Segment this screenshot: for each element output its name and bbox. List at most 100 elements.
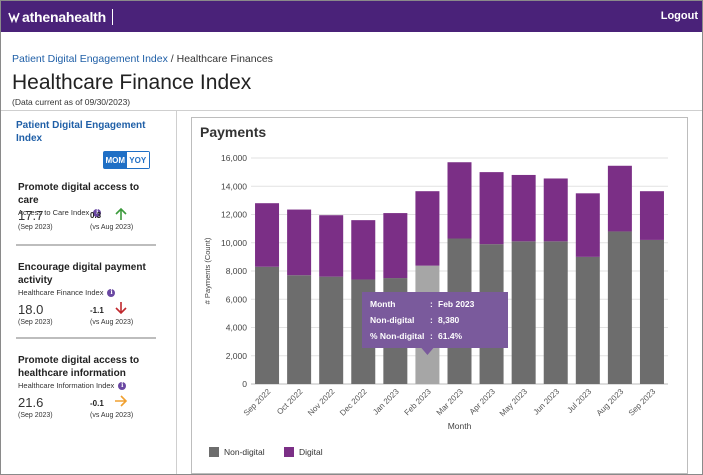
tooltip-month-colon: :	[430, 299, 433, 309]
bar-digital[interactable]	[575, 193, 600, 257]
bar-non-digital[interactable]	[319, 276, 344, 384]
bar-non-digital[interactable]	[639, 239, 664, 384]
y-tick-label: 16,000	[221, 153, 247, 163]
metric-subtitle: Healthcare Finance Index	[18, 288, 104, 297]
metric-change-date: (vs Aug 2023)	[90, 319, 134, 326]
bar-non-digital[interactable]	[575, 256, 600, 384]
tooltip-non-digital-colon: :	[430, 315, 433, 325]
y-tick-label: 4,000	[226, 323, 248, 333]
arrow-up-icon	[115, 207, 127, 220]
metric-separator	[16, 337, 156, 339]
bar-non-digital[interactable]	[607, 231, 632, 384]
y-tick-label: 8,000	[226, 266, 248, 276]
bar-digital[interactable]	[543, 178, 568, 242]
tooltip-pct-non-digital-value: 61.4%	[438, 331, 463, 341]
x-tick-label: Mar 2023	[435, 387, 466, 418]
legend-swatch-non-digital	[209, 447, 219, 457]
x-tick-label: May 2023	[498, 387, 530, 419]
bar-digital[interactable]	[607, 165, 632, 232]
metric-change: -1.1	[90, 306, 104, 315]
header-divider	[1, 110, 702, 111]
metric-subtitle-row: Healthcare Information Index i	[18, 381, 158, 390]
y-tick-label: 6,000	[226, 294, 248, 304]
brand-name: athenahealth	[22, 9, 106, 25]
metric-value: 21.6	[18, 395, 44, 410]
bar-digital[interactable]	[383, 213, 408, 279]
tooltip-pct-non-digital-colon: :	[430, 331, 433, 341]
arrow-right-icon	[115, 395, 128, 407]
bar-non-digital[interactable]	[255, 266, 280, 384]
bar-digital[interactable]	[447, 162, 472, 239]
legend-label-digital: Digital	[299, 447, 323, 457]
x-tick-label: Oct 2022	[275, 387, 305, 417]
bar-non-digital[interactable]	[511, 241, 536, 384]
metric-change-date: (vs Aug 2023)	[90, 224, 134, 231]
metric-value-date: (Sep 2023)	[18, 224, 53, 231]
brand-divider	[111, 9, 113, 25]
metric-subtitle: Access to Care Index	[18, 208, 90, 217]
brand-mark-icon	[8, 12, 20, 24]
metric-value: 18.0	[18, 302, 44, 317]
metric-healthcare-information: Promote digital access to healthcare inf…	[18, 354, 158, 424]
bar-digital[interactable]	[319, 215, 344, 277]
metric-value-date: (Sep 2023)	[18, 412, 53, 419]
info-icon[interactable]: i	[118, 381, 127, 390]
yoy-toggle-button[interactable]: YOY	[126, 152, 149, 168]
tooltip-month-label: Month	[370, 299, 396, 309]
y-tick-label: 2,000	[226, 351, 248, 361]
breadcrumb-current: Healthcare Finances	[176, 53, 273, 65]
metric-subtitle-row: Access to Care Index i	[18, 208, 158, 217]
panel-divider	[176, 111, 177, 474]
tooltip-pct-non-digital-label: % Non-digital	[370, 331, 424, 341]
metric-change-date: (vs Aug 2023)	[90, 412, 134, 419]
period-toggle: MOM YOY	[103, 151, 150, 169]
x-tick-label: Jun 2023	[532, 387, 562, 417]
bar-non-digital[interactable]	[543, 241, 568, 384]
y-tick-label: 0	[242, 379, 247, 389]
payments-chart: 0 2,000 4,000 6,000 8,000 10,000 12,000 14,000 1…	[203, 153, 668, 457]
data-currency-note: (Data current as of 09/30/2023)	[12, 97, 131, 107]
bar-digital[interactable]	[511, 174, 536, 242]
bar-non-digital[interactable]	[287, 275, 312, 384]
chart-title: Payments	[200, 124, 267, 140]
athenahealth-logo[interactable]: athenahealth	[7, 8, 113, 26]
y-tick-label: 14,000	[221, 181, 247, 191]
metric-value-date: (Sep 2023)	[18, 319, 53, 326]
x-tick-label: Jul 2023	[565, 387, 593, 415]
metric-healthcare-finance: Encourage digital payment activity Healt…	[18, 261, 158, 331]
page-title: Healthcare Finance Index	[12, 71, 252, 94]
metric-separator	[16, 244, 156, 246]
metric-subtitle-row: Healthcare Finance Index i	[18, 288, 158, 297]
metric-title: Promote digital access to healthcare inf…	[18, 355, 140, 379]
payments-chart-card: Payments 0 2,000 4,000 6,000 8,000 10,000 12,0…	[191, 117, 688, 474]
tooltip-pointer	[421, 348, 434, 355]
bar-digital[interactable]	[639, 191, 664, 240]
engagement-index-link[interactable]: Patient Digital Engagement Index	[16, 120, 146, 144]
x-tick-label: Apr 2023	[468, 387, 498, 417]
y-axis-label: # Payments (Count)	[203, 237, 212, 304]
legend-swatch-digital	[284, 447, 294, 457]
x-tick-label: Feb 2023	[403, 387, 434, 418]
x-tick-label: Jan 2023	[371, 387, 401, 417]
info-icon[interactable]: i	[107, 288, 116, 297]
info-icon[interactable]: i	[93, 208, 102, 217]
tooltip-box	[362, 292, 508, 348]
mom-toggle-button[interactable]: MOM	[104, 152, 127, 168]
bar-digital[interactable]	[351, 220, 376, 280]
legend-label-non-digital: Non-digital	[224, 447, 265, 457]
metric-subtitle: Healthcare Information Index	[18, 381, 115, 390]
bar-digital[interactable]	[287, 209, 312, 276]
arrow-down-icon	[115, 302, 127, 315]
x-tick-label: Nov 2022	[306, 387, 337, 418]
x-tick-label: Dec 2022	[338, 387, 369, 418]
bar-digital[interactable]	[415, 191, 440, 266]
breadcrumb-parent-link[interactable]: Patient Digital Engagement Index	[12, 53, 168, 65]
logout-link[interactable]: Logout	[660, 10, 698, 22]
tooltip-non-digital-value: 8,380	[438, 315, 460, 325]
metric-access-to-care: Promote digital access to care Access to…	[18, 181, 158, 236]
breadcrumb-separator: /	[170, 53, 174, 65]
y-tick-label: 12,000	[221, 210, 247, 220]
bar-digital[interactable]	[479, 172, 504, 245]
tooltip-month-value: Feb 2023	[438, 299, 475, 309]
bar-digital[interactable]	[255, 203, 280, 267]
